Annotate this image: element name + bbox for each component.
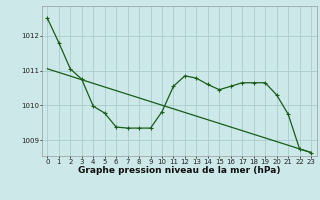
X-axis label: Graphe pression niveau de la mer (hPa): Graphe pression niveau de la mer (hPa) [78,166,280,175]
